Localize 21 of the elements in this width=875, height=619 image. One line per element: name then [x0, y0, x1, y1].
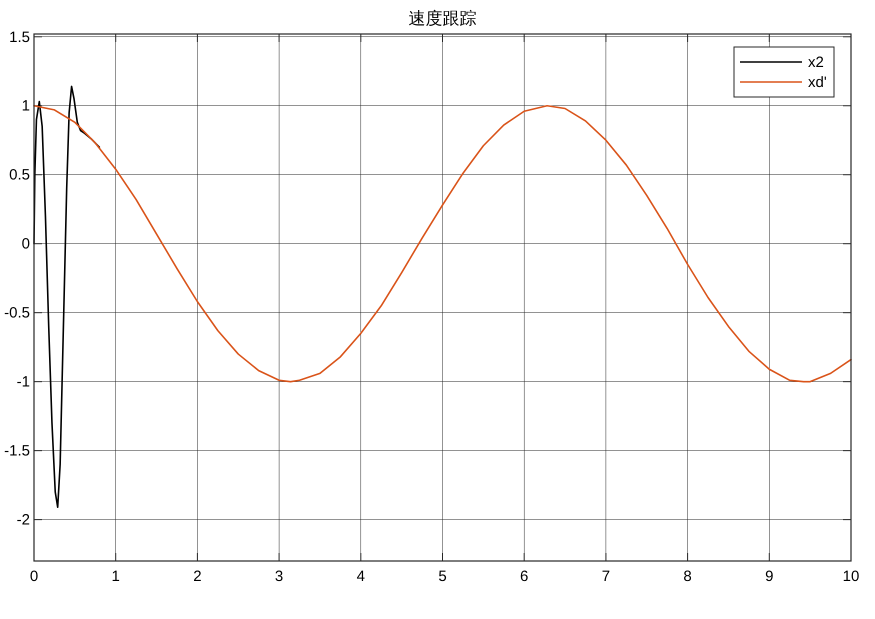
legend-label: xd' — [808, 74, 827, 91]
legend-label: x2 — [808, 54, 824, 71]
y-tick-label: 0.5 — [9, 166, 30, 184]
x-tick-label: 2 — [193, 568, 202, 585]
x-tick-label: 9 — [765, 568, 774, 585]
chart-title: 速度跟踪 — [408, 9, 476, 28]
x-tick-label: 4 — [356, 568, 365, 585]
x-tick-label: 7 — [602, 568, 610, 585]
x-tick-label: 1 — [112, 568, 120, 585]
y-tick-label: 0 — [22, 236, 30, 253]
y-tick-label: -1.5 — [4, 442, 30, 460]
y-tick-label: -2 — [16, 512, 30, 529]
x-tick-label: 8 — [683, 568, 692, 585]
x-tick-label: 5 — [438, 568, 447, 585]
x-tick-label: 6 — [520, 568, 528, 585]
y-tick-label: -1 — [16, 374, 30, 391]
y-tick-label: 1.5 — [9, 28, 30, 46]
x-tick-label: 10 — [842, 568, 860, 585]
y-tick-label: -0.5 — [4, 304, 30, 322]
y-tick-label: 1 — [22, 98, 30, 115]
x-tick-label: 3 — [274, 568, 284, 585]
